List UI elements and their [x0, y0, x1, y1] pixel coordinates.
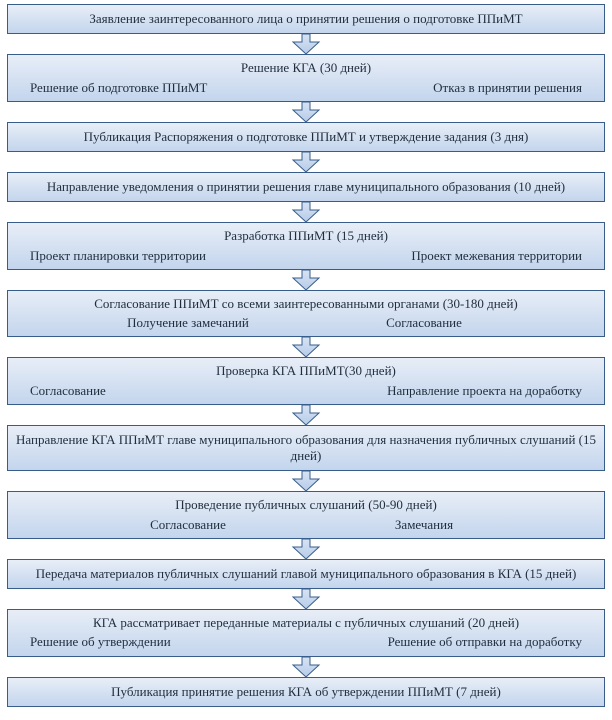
step-title: Решение КГА (30 дней): [16, 58, 596, 78]
flow-step: Разработка ППиМТ (15 дней) Проект планир…: [7, 222, 605, 270]
step-option-right: Отказ в принятии решения: [306, 80, 582, 96]
step-title: Проведение публичных слушаний (50-90 дне…: [16, 495, 596, 515]
arrow-down-icon: [291, 270, 321, 290]
step-title: Публикация Распоряжения о подготовке ППи…: [84, 129, 529, 144]
step-option-right: Замечания: [306, 517, 582, 533]
arrow-down-icon: [291, 152, 321, 172]
step-option-right: Направление проекта на доработку: [306, 383, 582, 399]
arrow-down-icon: [291, 405, 321, 425]
step-title: КГА рассматривает переданные материалы с…: [16, 613, 596, 633]
flow-step: Согласование ППиМТ со всеми заинтересова…: [7, 290, 605, 338]
step-title: Разработка ППиМТ (15 дней): [16, 226, 596, 246]
flow-step: Направление уведомления о принятии решен…: [7, 172, 605, 202]
step-option-right: Решение об отправки на доработку: [306, 634, 582, 650]
arrow-down-icon: [291, 589, 321, 609]
arrow-down-icon: [291, 34, 321, 54]
arrow-down-icon: [291, 539, 321, 559]
flow-step: Заявление заинтересованного лица о приня…: [7, 4, 605, 34]
step-title: Согласование ППиМТ со всеми заинтересова…: [16, 294, 596, 314]
arrow-down-icon: [291, 202, 321, 222]
step-option-right: Согласование: [306, 315, 582, 331]
arrow-down-icon: [291, 102, 321, 122]
step-option-left: Проект планировки территории: [30, 248, 306, 264]
flow-step: КГА рассматривает переданные материалы с…: [7, 609, 605, 657]
arrow-down-icon: [291, 657, 321, 677]
step-title: Проверка КГА ППиМТ(30 дней): [16, 361, 596, 381]
step-title: Заявление заинтересованного лица о приня…: [89, 11, 522, 26]
flow-step: Направление КГА ППиМТ главе муниципально…: [7, 425, 605, 472]
flow-step: Проверка КГА ППиМТ(30 дней) Согласование…: [7, 357, 605, 405]
flowchart-container: Заявление заинтересованного лица о приня…: [0, 0, 612, 711]
step-option-left: Получение замечаний: [30, 315, 306, 331]
step-title: Направление уведомления о принятии решен…: [47, 179, 565, 194]
step-title: Публикация принятие решения КГА об утвер…: [111, 684, 501, 699]
flow-step: Решение КГА (30 дней) Решение об подгото…: [7, 54, 605, 102]
step-option-left: Решение об подготовке ППиМТ: [30, 80, 306, 96]
step-title: Направление КГА ППиМТ главе муниципально…: [16, 432, 596, 463]
flow-step: Публикация Распоряжения о подготовке ППи…: [7, 122, 605, 152]
step-option-left: Согласование: [30, 383, 306, 399]
arrow-down-icon: [291, 337, 321, 357]
step-option-right: Проект межевания территории: [306, 248, 582, 264]
arrow-down-icon: [291, 471, 321, 491]
flow-step: Передача материалов публичных слушаний г…: [7, 559, 605, 589]
step-option-left: Решение об утверждении: [30, 634, 306, 650]
flow-step: Публикация принятие решения КГА об утвер…: [7, 677, 605, 707]
flow-step: Проведение публичных слушаний (50-90 дне…: [7, 491, 605, 539]
step-option-left: Согласование: [30, 517, 306, 533]
step-title: Передача материалов публичных слушаний г…: [36, 566, 577, 581]
